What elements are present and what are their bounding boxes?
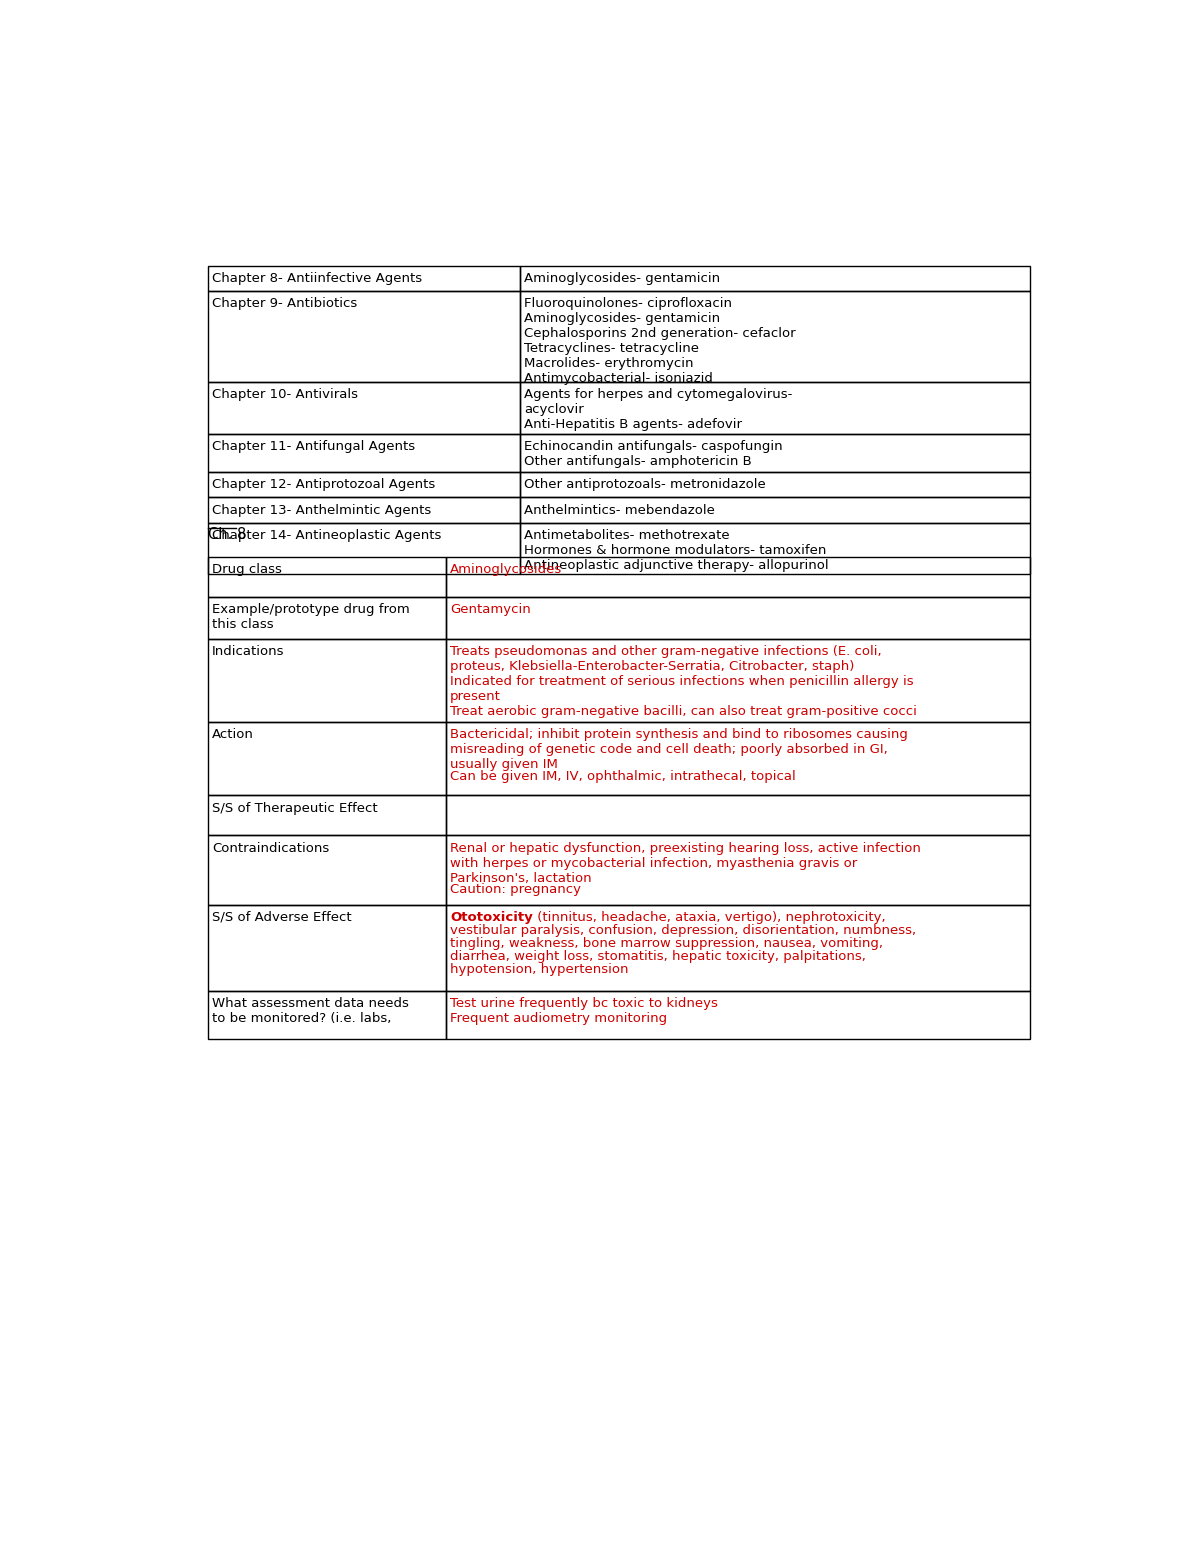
Bar <box>208 596 446 640</box>
Text: Chapter 9- Antibiotics: Chapter 9- Antibiotics <box>212 297 358 311</box>
Bar <box>208 640 446 722</box>
Bar <box>521 290 1030 382</box>
Bar <box>208 991 446 1039</box>
Text: Test urine frequently bc toxic to kidneys
Frequent audiometry monitoring: Test urine frequently bc toxic to kidney… <box>450 997 718 1025</box>
Bar <box>208 382 521 433</box>
Text: Drug class: Drug class <box>212 562 282 576</box>
Bar <box>208 472 521 497</box>
Bar <box>521 433 1030 472</box>
Bar <box>208 497 521 523</box>
Bar <box>208 523 521 575</box>
Bar <box>208 266 521 290</box>
Text: Indications: Indications <box>212 646 284 658</box>
Text: tingling, weakness, bone marrow suppression, nausea, vomiting,: tingling, weakness, bone marrow suppress… <box>450 936 883 950</box>
Text: Chapter 11- Antifungal Agents: Chapter 11- Antifungal Agents <box>212 439 415 452</box>
Bar <box>208 905 446 991</box>
Bar <box>446 556 1030 596</box>
Bar <box>208 556 446 596</box>
Text: Other antiprotozoals- metronidazole: Other antiprotozoals- metronidazole <box>524 478 766 491</box>
Bar <box>208 722 446 795</box>
Text: Agents for herpes and cytomegalovirus-
acyclovir
Anti-Hepatitis B agents- adefov: Agents for herpes and cytomegalovirus- a… <box>524 388 792 432</box>
Bar <box>521 472 1030 497</box>
Bar <box>446 836 1030 905</box>
Bar <box>446 640 1030 722</box>
Text: Anthelmintics- mebendazole: Anthelmintics- mebendazole <box>524 503 715 517</box>
Bar <box>446 795 1030 836</box>
Text: Chapter 8- Antiinfective Agents: Chapter 8- Antiinfective Agents <box>212 272 422 284</box>
Text: What assessment data needs
to be monitored? (i.e. labs,: What assessment data needs to be monitor… <box>212 997 409 1025</box>
Bar <box>446 905 1030 991</box>
Text: Caution: pregnancy: Caution: pregnancy <box>450 884 581 896</box>
Text: Bactericidal; inhibit protein synthesis and bind to ribosomes causing
misreading: Bactericidal; inhibit protein synthesis … <box>450 728 908 772</box>
Text: Can be given IM, IV, ophthalmic, intrathecal, topical: Can be given IM, IV, ophthalmic, intrath… <box>450 770 796 783</box>
Text: Ch. 8: Ch. 8 <box>208 528 246 542</box>
Text: Gentamycin: Gentamycin <box>450 603 530 617</box>
Bar <box>208 433 521 472</box>
Bar <box>208 836 446 905</box>
Bar <box>521 523 1030 575</box>
Bar <box>521 382 1030 433</box>
Text: diarrhea, weight loss, stomatitis, hepatic toxicity, palpitations,: diarrhea, weight loss, stomatitis, hepat… <box>450 950 866 963</box>
Text: Antimetabolites- methotrexate
Hormones & hormone modulators- tamoxifen
Antineopl: Antimetabolites- methotrexate Hormones &… <box>524 530 829 572</box>
Bar <box>521 266 1030 290</box>
Text: Example/prototype drug from
this class: Example/prototype drug from this class <box>212 603 409 631</box>
Text: Chapter 13- Anthelmintic Agents: Chapter 13- Anthelmintic Agents <box>212 503 431 517</box>
Text: hypotension, hypertension: hypotension, hypertension <box>450 963 629 977</box>
Text: vestibular paralysis, confusion, depression, disorientation, numbness,: vestibular paralysis, confusion, depress… <box>450 924 917 936</box>
Bar <box>208 795 446 836</box>
Text: Ototoxicity: Ototoxicity <box>450 912 533 924</box>
Text: Fluoroquinolones- ciprofloxacin
Aminoglycosides- gentamicin
Cephalosporins 2nd g: Fluoroquinolones- ciprofloxacin Aminogly… <box>524 297 796 385</box>
Text: Chapter 12- Antiprotozoal Agents: Chapter 12- Antiprotozoal Agents <box>212 478 436 491</box>
Text: (tinnitus, headache, ataxia, vertigo), nephrotoxicity,: (tinnitus, headache, ataxia, vertigo), n… <box>533 912 886 924</box>
Bar <box>521 497 1030 523</box>
Text: Contraindications: Contraindications <box>212 842 329 854</box>
Text: Chapter 14- Antineoplastic Agents: Chapter 14- Antineoplastic Agents <box>212 530 442 542</box>
Text: Action: Action <box>212 728 254 741</box>
Text: S/S of Adverse Effect: S/S of Adverse Effect <box>212 912 352 924</box>
Bar <box>446 991 1030 1039</box>
Text: Echinocandin antifungals- caspofungin
Other antifungals- amphotericin B: Echinocandin antifungals- caspofungin Ot… <box>524 439 782 467</box>
Bar <box>446 596 1030 640</box>
Bar <box>208 290 521 382</box>
Text: Treats pseudomonas and other gram-negative infections (E. coli,
proteus, Klebsie: Treats pseudomonas and other gram-negati… <box>450 646 917 719</box>
Text: Renal or hepatic dysfunction, preexisting hearing loss, active infection
with he: Renal or hepatic dysfunction, preexistin… <box>450 842 922 885</box>
Text: Chapter 10- Antivirals: Chapter 10- Antivirals <box>212 388 358 401</box>
Text: Aminoglycosides: Aminoglycosides <box>450 562 563 576</box>
Bar <box>446 722 1030 795</box>
Text: Aminoglycosides- gentamicin: Aminoglycosides- gentamicin <box>524 272 720 284</box>
Text: S/S of Therapeutic Effect: S/S of Therapeutic Effect <box>212 801 378 815</box>
